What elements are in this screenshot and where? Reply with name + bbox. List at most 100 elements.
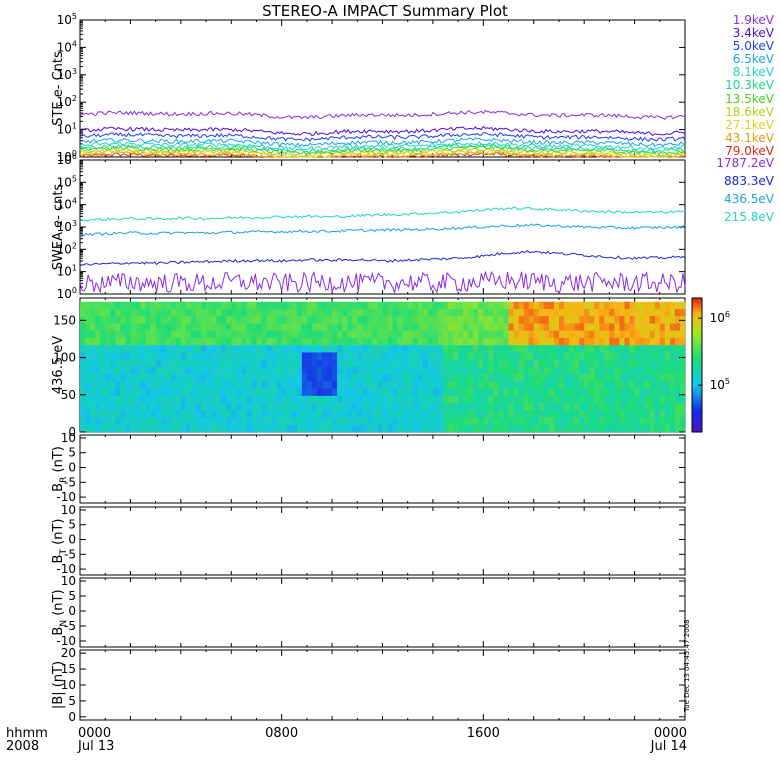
heatmap-cell <box>160 352 167 360</box>
heatmap-cell <box>120 381 126 389</box>
heatmap-cell <box>624 337 630 346</box>
heatmap-cell <box>80 366 86 375</box>
heatmap-cell <box>538 410 545 418</box>
heatmap-cell <box>301 301 308 310</box>
heatmap-cell <box>443 381 449 389</box>
heatmap-cell <box>533 410 540 418</box>
heatmap-cell <box>674 403 681 411</box>
heatmap-cell <box>649 403 656 411</box>
heatmap-cell <box>503 352 509 360</box>
heatmap-cell <box>679 337 686 346</box>
heatmap-cell <box>206 345 212 353</box>
heatmap-cell <box>488 395 494 404</box>
heatmap-cell <box>85 301 91 310</box>
heatmap-cell <box>322 301 328 310</box>
heatmap-cell <box>553 308 560 317</box>
heatmap-cell <box>201 403 207 411</box>
heatmap-cell <box>125 323 131 331</box>
heatmap-cell <box>508 316 514 324</box>
heatmap-cell <box>276 359 282 368</box>
heatmap-cell <box>417 345 424 353</box>
heatmap-cell <box>352 316 358 324</box>
heatmap-cell <box>316 352 323 360</box>
heatmap-cell <box>553 345 560 353</box>
heatmap-cell <box>322 308 328 317</box>
heatmap-cell <box>679 381 686 389</box>
heatmap-cell <box>301 395 308 404</box>
heatmap-cell <box>659 417 666 426</box>
heatmap-cell <box>281 301 288 310</box>
heatmap-cell <box>639 323 645 331</box>
heatmap-cell <box>664 301 671 310</box>
heatmap-cell <box>629 330 635 339</box>
heatmap-cell <box>226 381 232 389</box>
heatmap-cell <box>654 395 661 404</box>
heatmap-cell <box>493 330 499 339</box>
heatmap-cell <box>664 337 671 346</box>
heatmap-cell <box>100 323 106 331</box>
heatmap-cell <box>579 395 585 404</box>
heatmap-cell <box>609 395 615 404</box>
heatmap-cell <box>599 337 605 346</box>
heatmap-cell <box>543 301 550 310</box>
heatmap-cell <box>674 316 681 324</box>
heatmap-cell <box>281 381 288 389</box>
heatmap-cell <box>463 410 469 418</box>
heatmap-cell <box>427 366 434 375</box>
heatmap-cell <box>125 352 131 360</box>
heatmap-cell <box>85 403 91 411</box>
heatmap-cell <box>649 337 656 346</box>
heatmap-cell <box>387 410 393 418</box>
heatmap-cell <box>246 417 252 426</box>
heatmap-cell <box>221 381 227 389</box>
heatmap-cell <box>538 366 545 375</box>
heatmap-cell <box>528 345 535 353</box>
heatmap-cell <box>130 403 136 411</box>
heatmap-cell <box>644 359 651 368</box>
heatmap-cell <box>311 424 318 433</box>
heatmap-cell <box>664 381 671 389</box>
heatmap-cell <box>609 323 615 331</box>
heatmap-cell <box>569 388 575 397</box>
heatmap-cell <box>574 316 580 324</box>
heatmap-cell <box>558 424 565 433</box>
heatmap-cell <box>407 316 414 324</box>
heatmap-cell <box>311 374 318 382</box>
heatmap-cell <box>352 388 358 397</box>
heatmap-cell <box>558 374 565 382</box>
heatmap-cell <box>347 359 353 368</box>
heatmap-cell <box>659 381 666 389</box>
heatmap-cell <box>387 403 393 411</box>
heatmap-cell <box>644 417 651 426</box>
heatmap-cell <box>165 323 172 331</box>
heatmap-cell <box>508 374 514 382</box>
heatmap-cell <box>679 403 686 411</box>
heatmap-cell <box>473 345 479 353</box>
heatmap-cell <box>679 388 686 397</box>
heatmap-cell <box>291 395 298 404</box>
heatmap-cell <box>125 403 131 411</box>
heatmap-cell <box>558 316 565 324</box>
heatmap-cell <box>609 366 615 375</box>
heatmap-cell <box>180 381 187 389</box>
heatmap-cell <box>377 381 383 389</box>
heatmap-cell <box>558 323 565 331</box>
heatmap-cell <box>619 359 625 368</box>
heatmap-cell <box>654 381 661 389</box>
heatmap-cell <box>185 410 192 418</box>
heatmap-cell <box>286 395 293 404</box>
heatmap-cell <box>306 381 313 389</box>
heatmap-cell <box>377 410 383 418</box>
heatmap-cell <box>528 424 535 433</box>
heatmap-cell <box>241 417 247 426</box>
heatmap-cell <box>251 395 257 404</box>
heatmap-cell <box>558 352 565 360</box>
heatmap-cell <box>664 388 671 397</box>
heatmap-cell <box>175 345 182 353</box>
heatmap-cell <box>523 316 530 324</box>
y-tick-label: 102 <box>57 94 77 109</box>
heatmap-cell <box>629 316 635 324</box>
heatmap-cell <box>342 308 348 317</box>
heatmap-cell <box>271 403 277 411</box>
heatmap-cell <box>437 316 444 324</box>
